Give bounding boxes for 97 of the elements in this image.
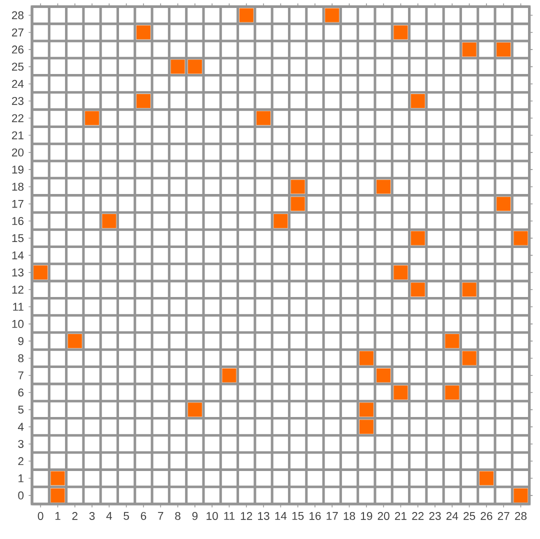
x-tick-label: 9 — [192, 512, 198, 520]
y-tick-label: 25 — [12, 62, 24, 71]
y-tick-label: 20 — [12, 148, 24, 157]
x-tick-label: 24 — [446, 512, 458, 520]
point — [410, 282, 425, 297]
point — [84, 111, 100, 126]
y-tick-label: 12 — [12, 286, 24, 294]
point — [136, 94, 151, 108]
y-tick-label: 23 — [12, 97, 24, 106]
point — [290, 197, 305, 212]
point — [410, 94, 425, 108]
point — [359, 402, 374, 417]
x-tick-label: 3 — [89, 512, 95, 520]
x-tick-label: 20 — [378, 512, 390, 520]
point — [359, 351, 374, 366]
point — [239, 8, 254, 22]
point — [188, 60, 202, 74]
x-tick-label: 19 — [360, 512, 372, 520]
point — [445, 334, 460, 348]
point — [410, 231, 425, 246]
x-tick-label: 10 — [206, 512, 218, 520]
y-tick-label: 22 — [12, 114, 24, 122]
x-tick-label: 5 — [124, 512, 129, 520]
x-tick-label: 12 — [240, 512, 252, 520]
point — [50, 471, 65, 486]
x-tick-label: 21 — [394, 512, 406, 520]
point — [394, 26, 408, 40]
x-tick-label: 23 — [429, 512, 441, 520]
y-tick-label: 4 — [18, 423, 24, 431]
y-tick-label: 21 — [12, 132, 24, 140]
point — [274, 214, 288, 228]
point — [514, 488, 528, 503]
point — [445, 386, 460, 400]
y-tick-label: 1 — [18, 474, 24, 482]
x-tick-label: 4 — [106, 512, 112, 520]
x-tick-label: 15 — [292, 512, 304, 520]
y-tick-label: 9 — [18, 337, 24, 346]
y-tick-label: 8 — [18, 354, 24, 362]
point — [325, 8, 340, 22]
y-tick-label: 5 — [18, 406, 24, 414]
y-tick-label: 28 — [12, 11, 24, 20]
point — [68, 334, 82, 348]
x-tick-label: 1 — [55, 512, 60, 520]
point — [496, 42, 511, 57]
point — [394, 386, 408, 400]
x-tick-label: 26 — [480, 512, 492, 520]
point — [514, 231, 528, 246]
y-tick-label: 14 — [12, 252, 24, 260]
point — [376, 180, 391, 194]
y-tick-label: 27 — [12, 28, 24, 37]
y-tick-label: 0 — [18, 492, 24, 500]
y-tick-label: 15 — [12, 234, 24, 242]
point — [256, 111, 271, 126]
x-tick-label: 8 — [175, 512, 180, 520]
x-tick-label: 2 — [72, 512, 78, 520]
point — [136, 26, 151, 40]
x-tick-label: 27 — [498, 512, 510, 520]
point — [34, 266, 48, 280]
x-tick-label: 0 — [38, 512, 44, 520]
y-tick-label: 11 — [13, 303, 24, 311]
point — [102, 214, 116, 228]
y-tick-label: 7 — [18, 372, 24, 380]
x-tick-label: 6 — [140, 512, 146, 520]
x-tick-label: 25 — [464, 512, 476, 520]
y-tick-label: 24 — [12, 80, 24, 88]
x-tick-label: 16 — [310, 512, 321, 520]
point — [394, 266, 408, 280]
x-tick-label: 11 — [224, 512, 235, 520]
y-tick-label: 2 — [18, 457, 24, 466]
point — [462, 42, 476, 57]
y-tick-label: 10 — [12, 320, 24, 328]
y-tick-label: 18 — [12, 182, 24, 191]
point — [462, 351, 476, 366]
x-tick-label: 14 — [275, 512, 287, 520]
y-tick-label: 6 — [18, 388, 24, 397]
x-tick-label: 28 — [515, 512, 527, 520]
point — [496, 197, 511, 212]
point — [359, 420, 374, 434]
y-tick-label: 3 — [18, 440, 24, 448]
x-tick-label: 22 — [412, 512, 424, 520]
y-tick-label: 26 — [12, 46, 24, 54]
x-tick-label: 18 — [344, 512, 356, 520]
point — [222, 368, 236, 383]
x-tick-label: 17 — [326, 512, 338, 520]
y-tick-label: 16 — [12, 217, 24, 226]
point — [462, 282, 476, 297]
y-tick-label: 17 — [12, 200, 24, 208]
point — [170, 60, 185, 74]
point — [376, 368, 391, 383]
point — [188, 402, 202, 417]
x-tick-label: 7 — [158, 512, 164, 520]
point — [290, 180, 305, 194]
y-tick-label: 13 — [12, 268, 24, 277]
point — [50, 488, 65, 503]
x-tick-label: 13 — [258, 512, 270, 520]
point — [479, 471, 494, 486]
y-tick-label: 19 — [12, 166, 24, 174]
